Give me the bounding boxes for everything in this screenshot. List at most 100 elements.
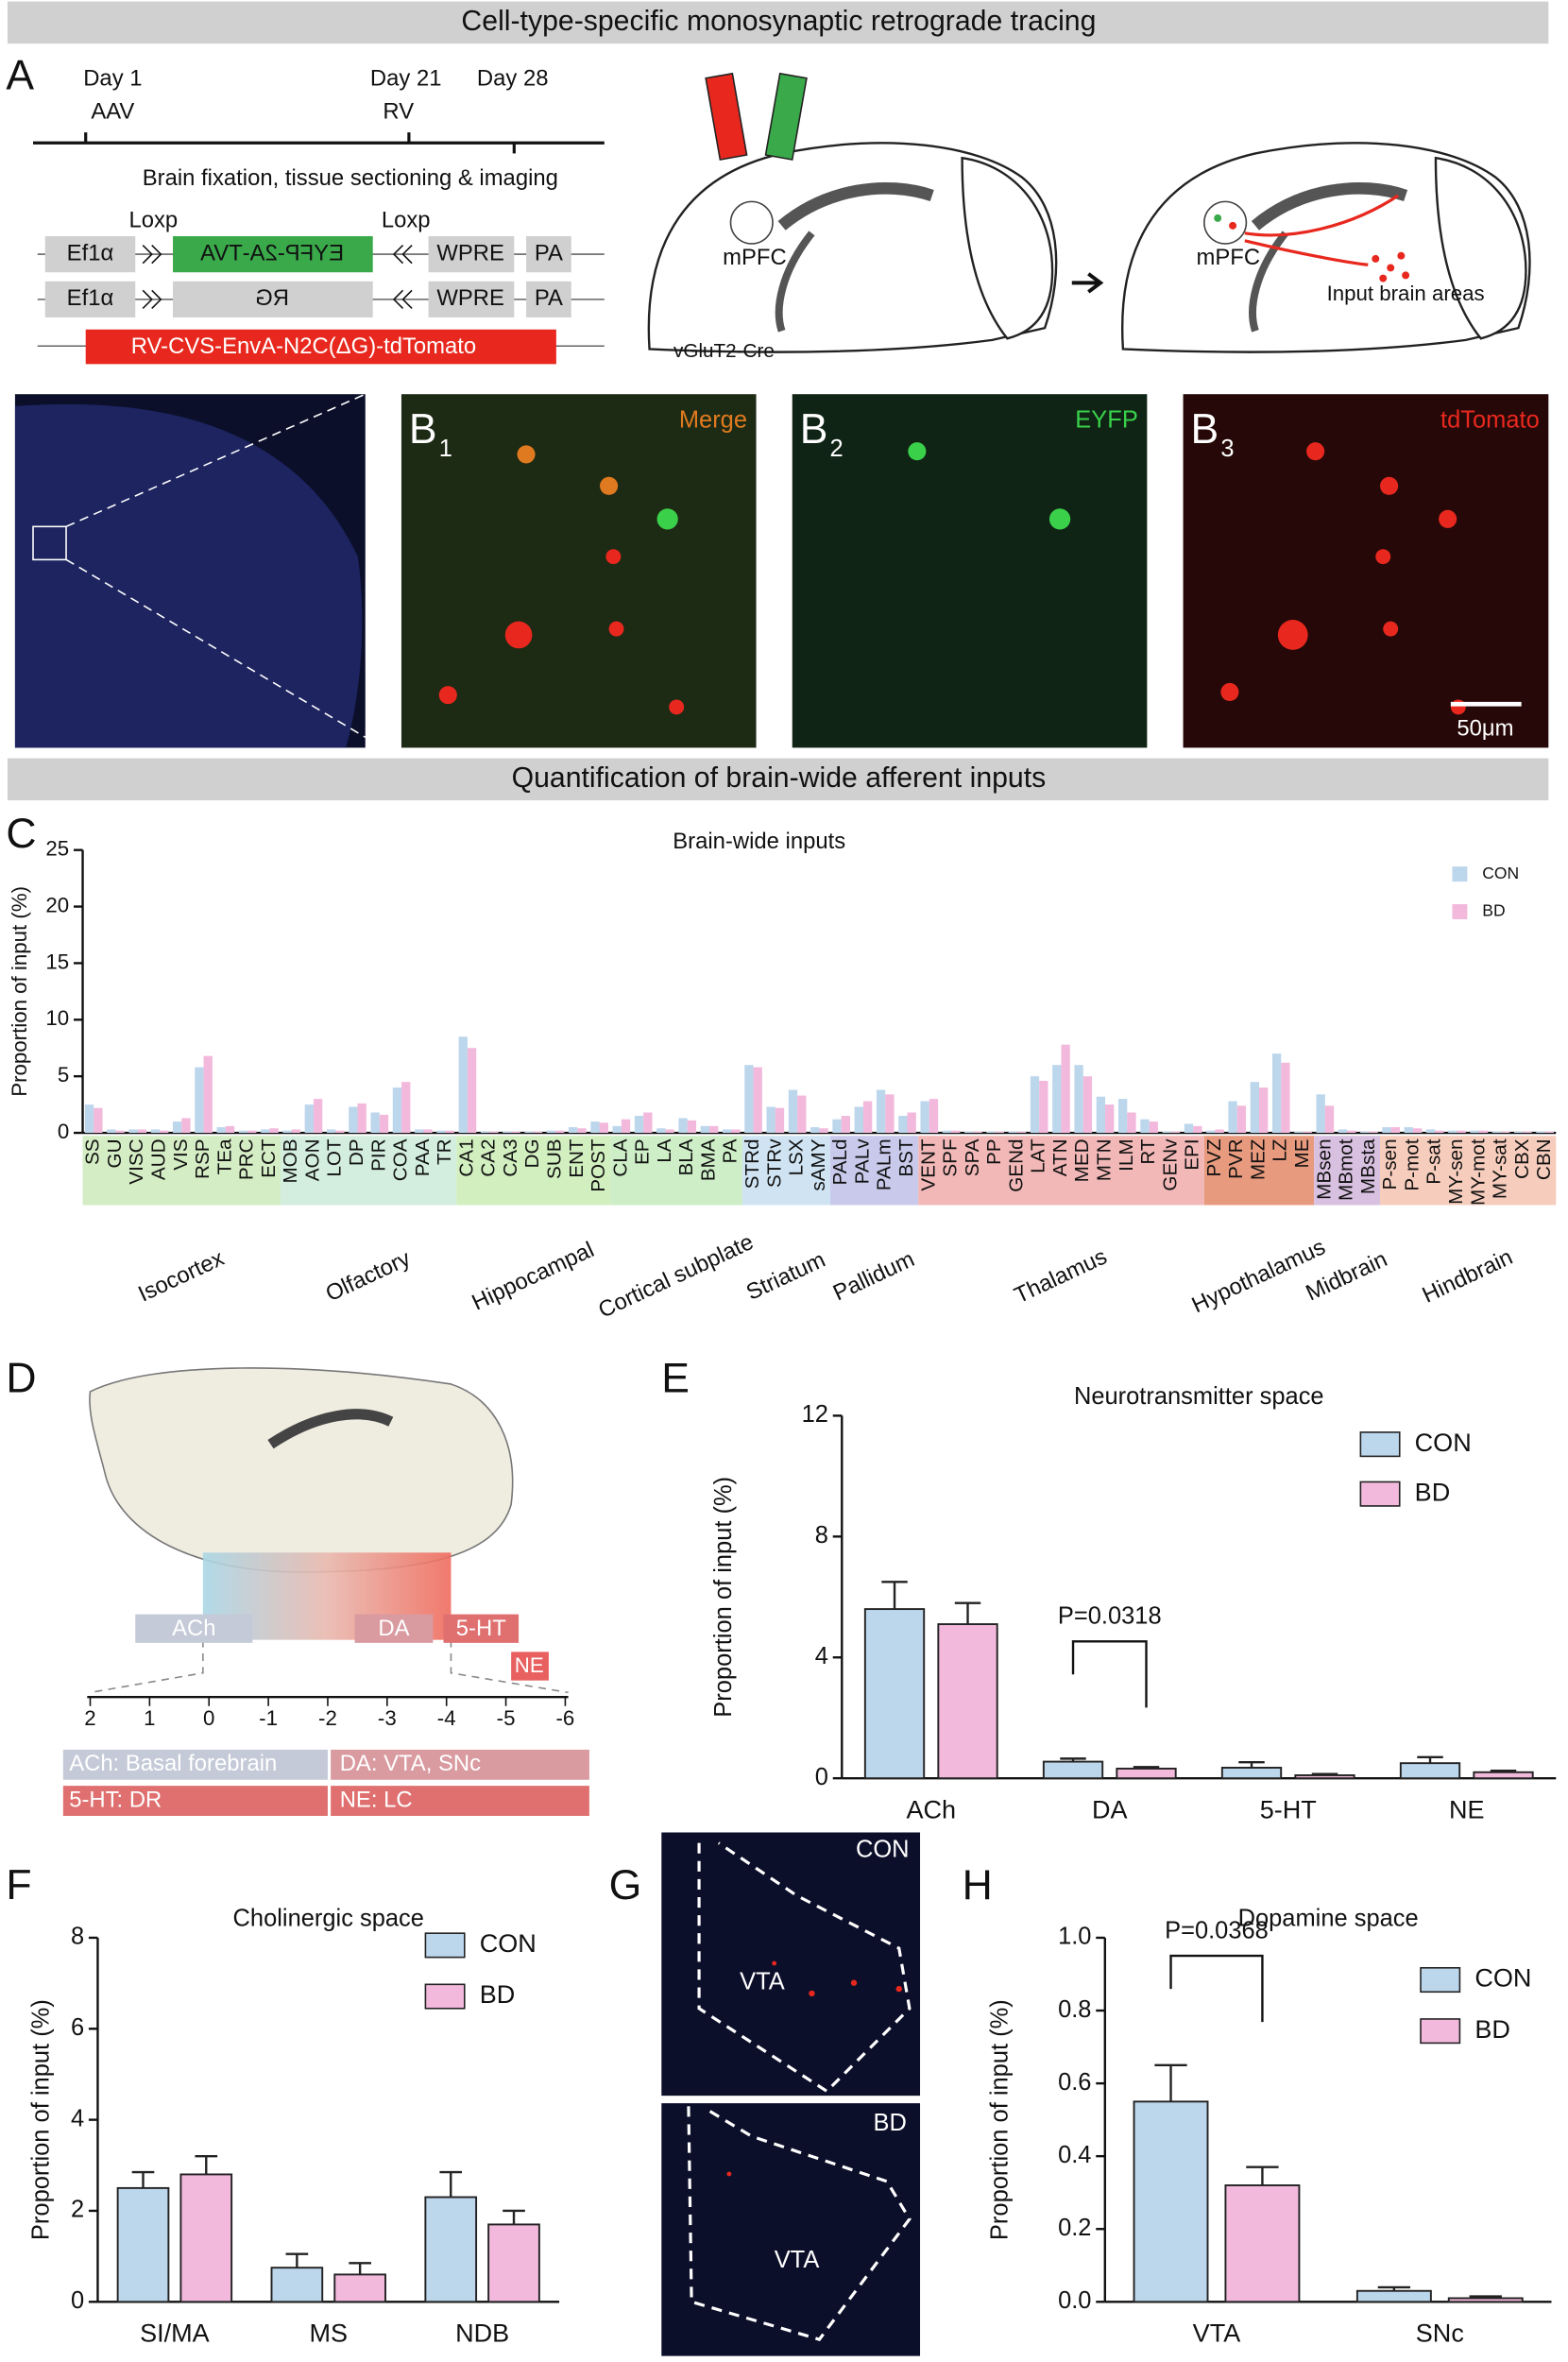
bar [1281,1062,1290,1134]
bar [94,1107,103,1134]
bar [1514,1131,1524,1134]
bar [392,1087,402,1134]
bar [1052,1065,1062,1134]
bar [1016,1131,1027,1134]
bar [1316,1094,1325,1134]
x-tick-label: CLA [609,1138,631,1176]
group-band [1314,1136,1381,1206]
legend-swatch [424,1983,466,2010]
legend-swatch [1359,1481,1401,1507]
bar [1448,1130,1457,1134]
bar [1118,1099,1128,1134]
panel-label-sub: 1 [439,436,452,462]
bar [150,1129,161,1134]
group-label: CON [856,1836,910,1862]
legend-swatch [1420,2018,1461,2045]
error-bar [1246,2165,1279,2185]
element [173,281,373,317]
legend-box [62,1786,328,1816]
bar [678,1118,688,1134]
x-tick-label: PALv [851,1138,873,1185]
bar [160,1130,169,1134]
element-label: RG [255,285,289,311]
group-label: BD [874,2110,907,2136]
y-tick-label: 0.2 [1058,2215,1091,2241]
x-tick-label: 5-HT [1260,1795,1317,1823]
y-tick-label: 6 [71,2014,84,2041]
bar [401,1082,411,1134]
tick-label: 0 [203,1706,214,1730]
y-axis-label: Proportion of input (%) [8,886,31,1097]
element-label: PA [535,240,563,265]
x-tick-label: PALm [874,1138,895,1190]
micrograph [401,394,757,748]
x-tick-label: NE [1449,1795,1485,1823]
x-tick-label: COA [390,1138,412,1181]
element-label: WPRE [436,285,504,311]
group-label: Isocortex [134,1245,228,1307]
bar [1042,1760,1104,1780]
bar [1390,1127,1400,1134]
bar [436,1130,446,1134]
panel-label-sub: 2 [830,436,844,462]
element [428,236,515,273]
bar [326,1129,336,1134]
error-bar [349,2262,371,2275]
bar [569,1127,578,1134]
legend-text: DA: VTA, SNc [340,1751,481,1776]
group-label: Hindbrain [1419,1244,1517,1309]
element [44,281,136,317]
y-axis-label: Proportion of input (%) [987,1999,1014,2240]
element-label: PA [535,285,563,311]
y-tick-label: 2 [71,2197,84,2223]
region-label: Input brain areas [1327,282,1485,305]
legend-label: BD [480,1980,516,2009]
bar [84,1104,94,1134]
brain-feature [267,1409,394,1449]
channel-label: EYFP [1075,407,1138,434]
x-tick-label: DA [1092,1795,1128,1823]
tick-label: -2 [318,1706,337,1730]
bar [489,1131,499,1134]
bar [1399,1762,1461,1780]
element-label: Ef1α [67,240,114,265]
cells [726,1960,902,2177]
bar [753,1067,762,1134]
bar [467,1048,477,1134]
bar [335,1130,345,1134]
significance-bracket [1169,1954,1264,2023]
x-tick-label: VENT [917,1138,939,1191]
loxp-site [392,289,413,309]
bar [819,1128,828,1134]
header: Quantification of brain-wide afferent in… [512,762,1047,794]
tissue [14,403,363,748]
bar [291,1129,301,1134]
loxp-site [142,244,162,265]
error-bar [1133,1766,1160,1769]
y-tick-label: 0 [58,1120,69,1143]
chart: Cholinergic space Proportion of input (%)… [27,1906,560,2347]
x-tick-label: LOT [324,1138,346,1177]
input-cells [1372,251,1410,282]
y-tick-label: 0 [815,1764,828,1790]
bar [1236,1105,1247,1134]
syringe [705,72,748,161]
error-bar [285,2252,309,2268]
bar [1008,1131,1017,1134]
element [428,281,515,317]
x-tick-label: NDB [455,2319,509,2347]
y-tick-label: 10 [45,1006,69,1030]
cells [908,442,1071,530]
bar [333,2273,386,2303]
bar [766,1106,775,1134]
x-tick-label: CBN [1533,1138,1555,1180]
legend-label: CON [1474,1964,1531,1993]
element [85,329,556,365]
y-tick-label: 5 [58,1063,69,1087]
x-tick-label: ENT [566,1138,588,1178]
x-tick-label: LSX [786,1138,808,1175]
bar [973,1131,982,1134]
error-bar [1490,1769,1517,1772]
bar [282,1130,292,1134]
bar [1215,1129,1224,1134]
